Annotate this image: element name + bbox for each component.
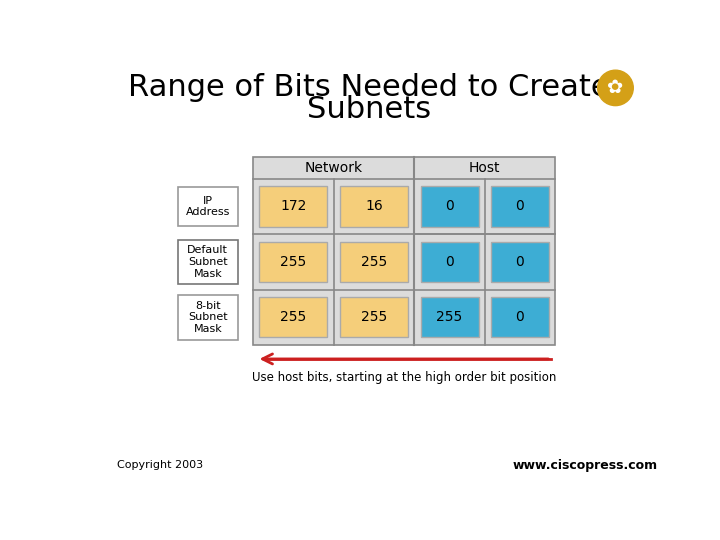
Bar bbox=[253, 157, 555, 345]
Bar bbox=[259, 298, 328, 338]
Text: 0: 0 bbox=[445, 255, 454, 269]
Text: Range of Bits Needed to Create: Range of Bits Needed to Create bbox=[128, 73, 610, 103]
Bar bbox=[491, 242, 549, 282]
Text: 0: 0 bbox=[445, 199, 454, 213]
Text: 255: 255 bbox=[361, 255, 387, 269]
Bar bbox=[340, 242, 408, 282]
Bar bbox=[340, 186, 408, 226]
Text: 8-bit
Subnet
Mask: 8-bit Subnet Mask bbox=[188, 301, 228, 334]
Text: 172: 172 bbox=[280, 199, 307, 213]
Text: 255: 255 bbox=[280, 255, 306, 269]
Bar bbox=[420, 186, 479, 226]
Text: 16: 16 bbox=[365, 199, 383, 213]
Bar bbox=[178, 240, 238, 284]
Text: ✿: ✿ bbox=[607, 78, 624, 97]
Text: Copyright 2003: Copyright 2003 bbox=[117, 460, 203, 470]
Text: Subnets: Subnets bbox=[307, 95, 431, 124]
Text: 0: 0 bbox=[516, 199, 524, 213]
Bar bbox=[259, 186, 328, 226]
Text: 255: 255 bbox=[436, 310, 463, 325]
Text: 0: 0 bbox=[516, 255, 524, 269]
Circle shape bbox=[598, 70, 634, 106]
Bar bbox=[420, 298, 479, 338]
Text: Use host bits, starting at the high order bit position: Use host bits, starting at the high orde… bbox=[252, 372, 556, 384]
Text: www.ciscopress.com: www.ciscopress.com bbox=[513, 458, 657, 472]
Bar bbox=[178, 187, 238, 226]
Bar bbox=[340, 298, 408, 338]
Text: Default
Subnet
Mask: Default Subnet Mask bbox=[187, 245, 228, 279]
Text: IP
Address: IP Address bbox=[186, 195, 230, 217]
Bar bbox=[491, 298, 549, 338]
Bar bbox=[420, 242, 479, 282]
Text: 0: 0 bbox=[516, 310, 524, 325]
Bar bbox=[491, 186, 549, 226]
Bar bbox=[259, 242, 328, 282]
Text: 255: 255 bbox=[280, 310, 306, 325]
Text: Network: Network bbox=[305, 161, 363, 175]
Bar bbox=[178, 295, 238, 340]
Text: Host: Host bbox=[469, 161, 500, 175]
Text: 255: 255 bbox=[361, 310, 387, 325]
